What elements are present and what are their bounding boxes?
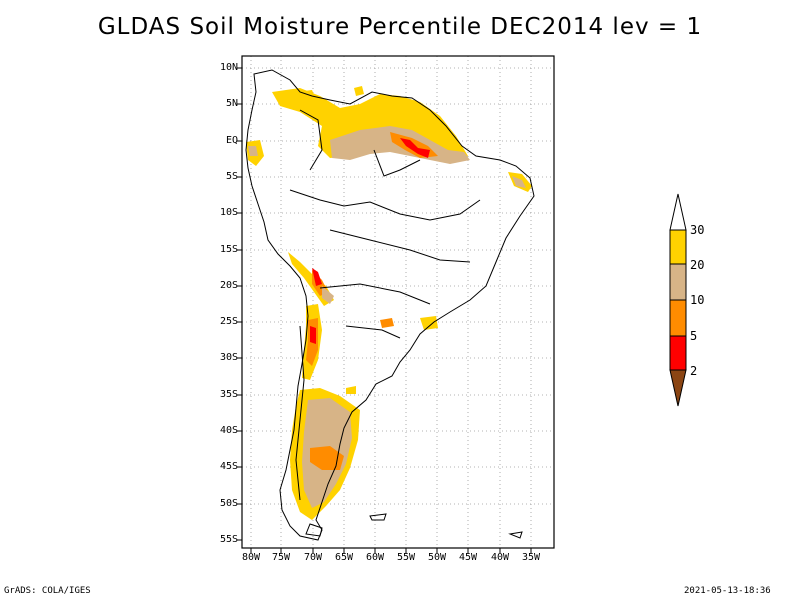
x-tick-label: 35W: [521, 552, 541, 563]
colorbar-segment-5-10: [669, 299, 687, 337]
y-tick-label: 5N: [225, 98, 238, 109]
y-tick-label: 5S: [225, 171, 238, 182]
x-tick-label: 80W: [241, 552, 261, 563]
y-tick-label: 50S: [219, 498, 238, 509]
y-tick-label: 55S: [219, 534, 238, 545]
colorbar-bottom-triangle: [669, 369, 687, 407]
plot-border: [241, 55, 555, 549]
colorbar-top-triangle: [669, 193, 687, 231]
colorbar-segment-20-30: [669, 229, 687, 265]
footer-timestamp: 2021-05-13-18:36: [684, 586, 771, 596]
y-tick-label: EQ: [225, 135, 238, 146]
legend-label: 30: [690, 223, 705, 237]
y-tick-label: 10N: [219, 62, 238, 73]
y-tick-label: 10S: [219, 207, 238, 218]
legend-label: 2: [690, 364, 698, 378]
colorbar-segment-10-20: [669, 263, 687, 301]
legend-label: 20: [690, 258, 705, 272]
footer-credit: GrADS: COLA/IGES: [4, 586, 91, 596]
x-tick-label: 55W: [396, 552, 416, 563]
y-tick-label: 20S: [219, 280, 238, 291]
x-tick-label: 50W: [427, 552, 447, 563]
y-tick-label: 35S: [219, 389, 238, 400]
y-tick-label: 25S: [219, 316, 238, 327]
x-tick-label: 70W: [303, 552, 323, 563]
colorbar-legend: [669, 193, 687, 407]
x-tick-label: 75W: [271, 552, 291, 563]
legend-label: 5: [690, 329, 698, 343]
percentile-shading: [246, 86, 532, 520]
y-tick-label: 15S: [219, 244, 238, 255]
x-tick-label: 45W: [458, 552, 478, 563]
x-tick-label: 40W: [490, 552, 510, 563]
coastlines: [245, 69, 535, 541]
colorbar-segment-2-5: [669, 335, 687, 371]
y-tick-label: 40S: [219, 425, 238, 436]
x-tick-label: 60W: [365, 552, 385, 563]
map-title: GLDAS Soil Moisture Percentile DEC2014 l…: [97, 14, 703, 40]
y-tick-label: 45S: [219, 461, 238, 472]
x-tick-label: 65W: [334, 552, 354, 563]
legend-label: 10: [690, 293, 705, 307]
tick-marks: [237, 67, 532, 553]
y-tick-label: 30S: [219, 352, 238, 363]
